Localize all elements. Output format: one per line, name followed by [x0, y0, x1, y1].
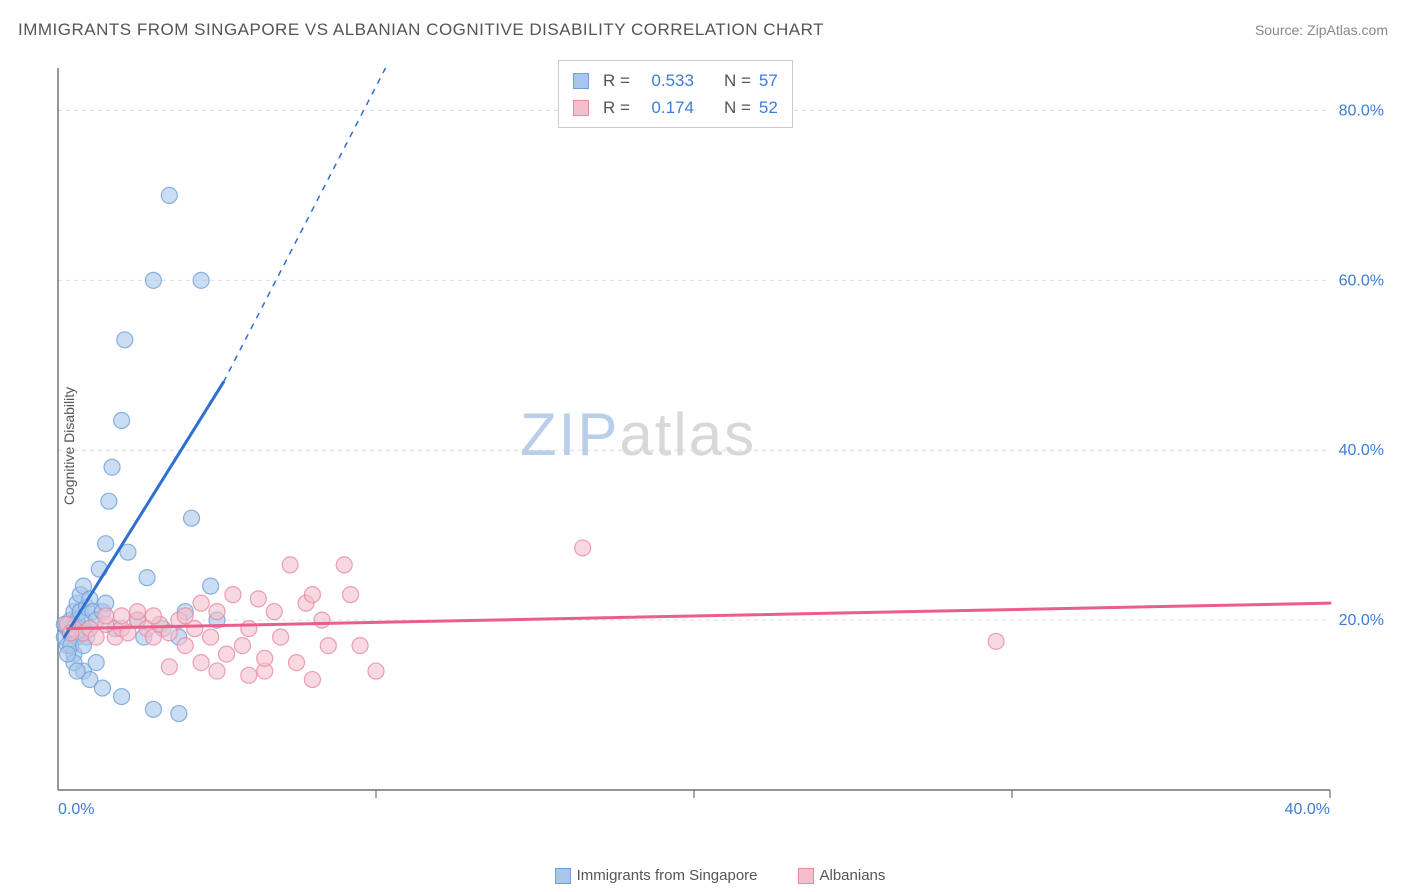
stats-swatch — [573, 73, 589, 89]
svg-text:40.0%: 40.0% — [1285, 801, 1330, 818]
stats-r-label: R = — [603, 94, 630, 121]
bottom-legend: Immigrants from Singapore Albanians — [50, 867, 1390, 884]
chart-svg: 20.0% 40.0% 60.0% 80.0% 0.0% 40.0% — [50, 60, 1390, 820]
svg-text:80.0%: 80.0% — [1339, 102, 1384, 119]
stats-legend-box: R = 0.533 N = 57 R = 0.174 N = 52 — [558, 60, 793, 128]
stats-n-label: N = — [724, 67, 751, 94]
source-label: Source: ZipAtlas.com — [1255, 22, 1388, 38]
svg-text:20.0%: 20.0% — [1339, 612, 1384, 629]
stats-swatch — [573, 100, 589, 116]
legend-item: Albanians — [798, 867, 886, 884]
stats-n-value: 57 — [759, 67, 778, 94]
legend-label: Immigrants from Singapore — [577, 867, 758, 884]
stats-r-value: 0.533 — [638, 67, 694, 94]
stats-n-value: 52 — [759, 94, 778, 121]
stats-r-label: R = — [603, 67, 630, 94]
legend-label: Albanians — [820, 867, 886, 884]
svg-text:40.0%: 40.0% — [1339, 442, 1384, 459]
svg-text:0.0%: 0.0% — [58, 801, 94, 818]
legend-swatch — [555, 868, 571, 884]
stats-r-value: 0.174 — [638, 94, 694, 121]
svg-text:60.0%: 60.0% — [1339, 272, 1384, 289]
chart-title: IMMIGRANTS FROM SINGAPORE VS ALBANIAN CO… — [18, 20, 824, 40]
stats-row: R = 0.174 N = 52 — [573, 94, 778, 121]
stats-n-label: N = — [724, 94, 751, 121]
legend-item: Immigrants from Singapore — [555, 867, 758, 884]
chart-plot: 20.0% 40.0% 60.0% 80.0% 0.0% 40.0% R = 0.533 N… — [50, 60, 1390, 820]
legend-swatch — [798, 868, 814, 884]
stats-row: R = 0.533 N = 57 — [573, 67, 778, 94]
